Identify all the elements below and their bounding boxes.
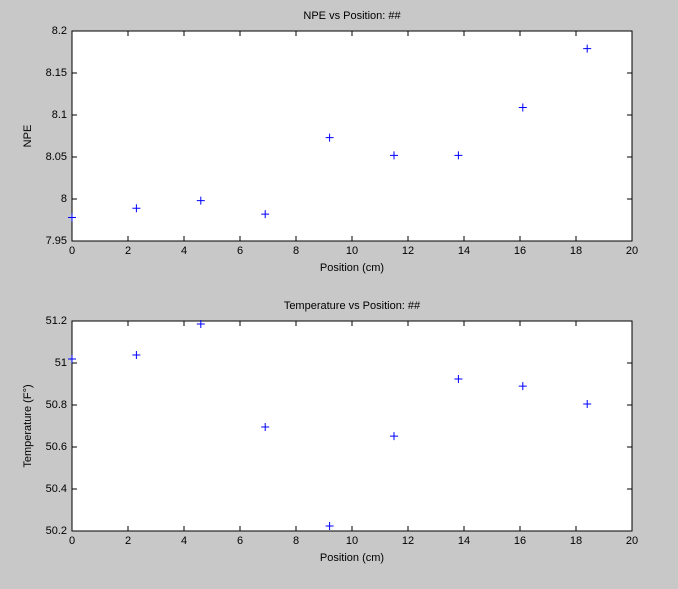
x-axis-label: Position (cm)	[320, 552, 384, 564]
marker	[132, 351, 141, 360]
marker	[390, 151, 398, 160]
marker	[454, 151, 463, 160]
x-tick-label: 4	[181, 245, 187, 257]
y-tick-label: 8	[61, 193, 67, 205]
x-tick-label: 8	[293, 245, 299, 257]
x-tick-label: 12	[402, 245, 414, 257]
marker	[390, 432, 398, 441]
chart-title: NPE vs Position: ##	[303, 10, 401, 22]
marker	[261, 210, 270, 219]
marker	[132, 204, 141, 213]
marker	[68, 355, 76, 364]
x-tick-label: 18	[570, 535, 582, 547]
y-tick-label: 50.6	[46, 441, 67, 453]
y-tick-label: 8.1	[52, 109, 67, 121]
y-tick-label: 50.8	[46, 399, 67, 411]
x-tick-label: 16	[514, 245, 526, 257]
marker	[68, 213, 76, 222]
x-tick-label: 20	[626, 535, 638, 547]
axes-box	[71, 30, 633, 242]
marker	[583, 44, 592, 53]
marker	[325, 521, 334, 530]
y-tick-label: 8.2	[52, 25, 67, 37]
x-tick-label: 12	[402, 535, 414, 547]
marker	[325, 133, 334, 142]
y-tick-label: 50.4	[46, 483, 67, 495]
x-tick-label: 0	[69, 535, 75, 547]
x-tick-label: 10	[346, 245, 358, 257]
y-tick-label: 51.2	[46, 315, 67, 327]
x-tick-label: 0	[69, 245, 75, 257]
x-tick-label: 2	[125, 245, 131, 257]
marker	[196, 319, 205, 328]
marker	[518, 103, 527, 112]
marker	[583, 399, 592, 408]
marker	[454, 374, 463, 383]
marker	[196, 196, 205, 205]
x-tick-label: 14	[458, 245, 470, 257]
x-tick-label: 14	[458, 535, 470, 547]
y-axis-label: NPE	[22, 125, 34, 148]
y-tick-label: 7.95	[46, 235, 67, 247]
y-tick-label: 8.05	[46, 151, 67, 163]
x-tick-label: 4	[181, 535, 187, 547]
x-tick-label: 6	[237, 245, 243, 257]
x-tick-label: 6	[237, 535, 243, 547]
x-tick-label: 10	[346, 535, 358, 547]
x-tick-label: 2	[125, 535, 131, 547]
x-tick-label: 16	[514, 535, 526, 547]
marker	[518, 382, 527, 391]
x-axis-label: Position (cm)	[320, 262, 384, 274]
x-tick-label: 8	[293, 535, 299, 547]
marker	[261, 423, 270, 432]
axes-box	[71, 320, 633, 532]
chart-title: Temperature vs Position: ##	[284, 300, 421, 312]
y-tick-label: 51	[55, 357, 67, 369]
x-tick-label: 18	[570, 245, 582, 257]
y-tick-label: 50.2	[46, 525, 67, 537]
y-tick-label: 8.15	[46, 67, 67, 79]
y-axis-label: Temperature (F°)	[22, 384, 34, 467]
x-tick-label: 20	[626, 245, 638, 257]
